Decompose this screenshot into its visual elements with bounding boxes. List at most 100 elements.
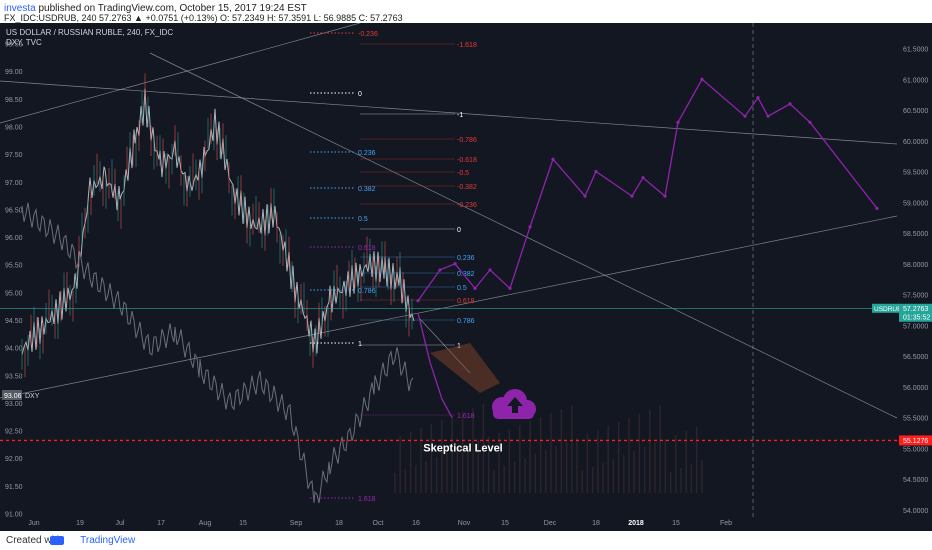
right-axis-tick: 57.0000 xyxy=(903,323,928,330)
trendline xyxy=(0,80,898,145)
right-axis: 61.5000 61.0000 60.5000 60.0000 59.5000 59.00… xyxy=(903,47,928,515)
right-axis-tick: 60.0000 xyxy=(903,139,928,146)
right-axis-tick: 54.5000 xyxy=(903,477,928,484)
right-axis-tick: 55.5000 xyxy=(903,416,928,423)
right-axis-tick: 54.0000 xyxy=(903,508,928,515)
skeptical-level-value: 55.1276 xyxy=(903,438,928,445)
left-axis-tick: 92.50 xyxy=(5,429,23,436)
last-price-marker: USDRUB 57.2763 01:35:52 xyxy=(0,303,932,322)
dxy-line xyxy=(21,202,414,504)
right-axis-tick: 58.0000 xyxy=(903,262,928,269)
left-axis-tick: 98.50 xyxy=(5,97,23,104)
projection-point xyxy=(438,268,442,272)
trendline xyxy=(0,215,898,399)
left-axis-tick: 97.00 xyxy=(5,180,23,187)
projection-point xyxy=(528,225,532,229)
chart-area[interactable]: US DOLLAR / RUSSIAN RUBLE, 240, FX_IDC D… xyxy=(0,22,932,531)
left-axis-tick: 96.50 xyxy=(5,207,23,214)
left-axis-tick: 95.00 xyxy=(5,290,23,297)
skeptical-level-label: Skeptical Level xyxy=(423,442,503,454)
fib-level-label: -0.236 xyxy=(457,202,477,209)
left-axis-tick: 99.00 xyxy=(5,69,23,76)
dxy-value-tag xyxy=(2,390,22,400)
fib-level-label: 0.5 xyxy=(358,216,368,223)
projection-point xyxy=(508,286,512,290)
fib-level-label: 0.618 xyxy=(358,245,376,252)
fib-level-label: -1.618 xyxy=(457,42,477,49)
right-axis-tick: 59.0000 xyxy=(903,200,928,207)
projection-point xyxy=(641,176,645,180)
tradingview-logo-icon xyxy=(50,536,64,545)
dxy-last-marker: 93.06 DXY xyxy=(2,390,40,400)
last-price-symbol-tag xyxy=(872,303,900,313)
projection-point xyxy=(743,114,747,118)
x-axis-tick: Oct xyxy=(373,520,384,527)
x-axis-tick: 2018 xyxy=(628,520,644,527)
footer: Created with TradingView xyxy=(0,531,932,550)
usdrub-line xyxy=(21,88,415,355)
x-axis-tick: Jul xyxy=(116,520,125,527)
x-axis-tick: 15 xyxy=(239,520,247,527)
left-axis-tick: 94.50 xyxy=(5,318,23,325)
right-axis-tick: 56.0000 xyxy=(903,385,928,392)
fib-level-label: -0.618 xyxy=(457,157,477,164)
fib-level-label: -0.786 xyxy=(457,137,477,144)
right-axis-tick: 59.5000 xyxy=(903,170,928,177)
created-with-text: Created with xyxy=(6,535,63,546)
projection-point xyxy=(788,102,792,106)
fib-level-label: 0 xyxy=(358,91,362,98)
left-axis-tick: 94.00 xyxy=(5,346,23,353)
right-axis-tick: 58.5000 xyxy=(903,231,928,238)
trendline xyxy=(149,52,898,419)
fib-level-label: 1 xyxy=(358,341,362,348)
fib-level-label: 0.236 xyxy=(358,150,376,157)
x-axis-tick: Jun xyxy=(28,520,39,527)
left-axis-tick: 98.00 xyxy=(5,125,23,132)
projection-point xyxy=(473,286,477,290)
left-axis-tick: 95.50 xyxy=(5,263,23,270)
fib-level-label: 0.382 xyxy=(358,186,376,193)
left-axis-tick: 99.50 xyxy=(5,42,23,49)
projection-line xyxy=(417,78,878,302)
projection-point xyxy=(630,194,634,198)
fib-level-label: -1 xyxy=(457,112,463,119)
fib-level-label: 0.236 xyxy=(457,255,475,262)
tradingview-link[interactable]: TradingView xyxy=(80,535,136,546)
x-axis-tick: Dec xyxy=(544,520,557,527)
left-axis-tick: 91.00 xyxy=(5,511,23,518)
skeptical-level: Skeptical Level 55.1276 xyxy=(0,435,932,454)
x-axis-tick: 17 xyxy=(157,520,165,527)
projection-zone xyxy=(430,343,500,393)
trendline xyxy=(0,22,361,124)
x-axis-tick: 15 xyxy=(501,520,509,527)
fib-level-label: -0.236 xyxy=(358,31,378,38)
last-price-symbol: USDRUB xyxy=(874,306,901,313)
fib-level-label: -0.5 xyxy=(457,170,469,177)
x-axis-tick: Aug xyxy=(199,520,212,527)
projection-point xyxy=(700,77,704,81)
last-price-tag xyxy=(899,303,932,322)
author-link[interactable]: investa xyxy=(4,3,36,14)
x-axis-tick: 18 xyxy=(592,520,600,527)
right-axis-tick: 61.5000 xyxy=(903,47,928,54)
fib-level-label: 1.618 xyxy=(358,496,376,503)
fib-levels: -0.236 -1.618 0 -1 -0.786 0.236 -0.618 -0.5 0.38… xyxy=(310,31,477,503)
fib-level-label: 0 xyxy=(457,227,461,234)
chart-title: US DOLLAR / RUSSIAN RUBLE, 240, FX_IDC xyxy=(6,28,173,37)
x-axis-tick: Feb xyxy=(720,520,732,527)
x-axis-tick: Nov xyxy=(458,520,471,527)
dxy-name: DXY xyxy=(25,393,40,400)
projection-point xyxy=(453,262,457,266)
publish-header: investa published on TradingView.com, Oc… xyxy=(0,0,932,20)
last-price-value: 57.2763 xyxy=(903,306,928,313)
fib-level-label: 0.5 xyxy=(457,285,467,292)
fib-level-label: 0.382 xyxy=(457,271,475,278)
x-axis: Jun 19 Jul 17 Aug 15 Sep 18 Oct 16 Nov 15 Dec 18 2018 1… xyxy=(28,23,754,527)
projection-path xyxy=(416,77,879,418)
fib-level-label: 0.786 xyxy=(358,288,376,295)
projection-point xyxy=(583,194,587,198)
right-axis-tick: 57.5000 xyxy=(903,293,928,300)
projection-point xyxy=(416,299,420,303)
fib-level-label: 1 xyxy=(457,343,461,350)
trendline xyxy=(419,318,471,374)
